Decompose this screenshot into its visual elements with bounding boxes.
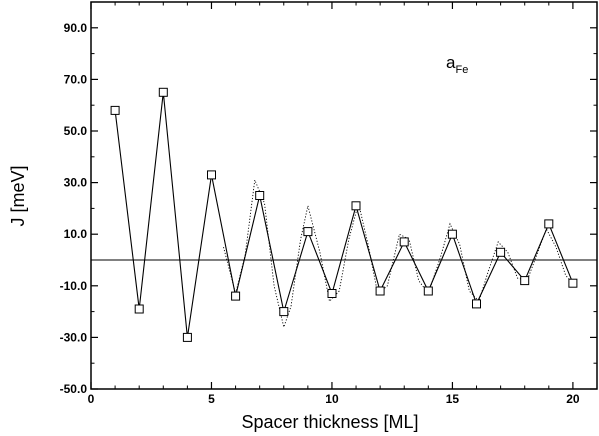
y-axis-title: J [meV] (8, 165, 28, 226)
x-tick-label: 10 (325, 392, 339, 406)
axis-ticks (90, 1, 598, 390)
x-tick-label: 15 (446, 392, 460, 406)
data-point (110, 105, 120, 115)
data-point (279, 307, 289, 317)
y-tick-label: 70.0 (64, 72, 88, 86)
plot-frame (90, 1, 598, 390)
data-point (496, 247, 506, 257)
data-point (255, 191, 265, 200)
series-line-dotted (223, 178, 574, 329)
y-tick-label: -30.0 (60, 330, 88, 344)
data-point (207, 170, 216, 180)
x-tick-label: 0 (88, 392, 95, 406)
data-point (303, 227, 313, 237)
x-axis-title: Spacer thickness [ML] (241, 412, 418, 432)
tick-labels: 0 5 10 15 20 90.0 70.0 50.0 30.0 10.0 -10.0 -30.0 -5… (60, 21, 580, 406)
data-point (375, 286, 385, 296)
annotation-label: aFe (446, 53, 468, 76)
data-point (158, 87, 168, 97)
data-point (182, 332, 192, 342)
annotation-subscript: Fe (455, 64, 468, 76)
series-line-solid (114, 92, 574, 338)
data-point (544, 219, 554, 229)
data-point (447, 229, 457, 239)
data-point (568, 278, 578, 288)
data-point (423, 286, 433, 296)
data-point (327, 289, 337, 298)
data-point (399, 237, 409, 247)
x-tick-label: 5 (208, 392, 215, 406)
data-point (134, 304, 144, 314)
data-point (351, 201, 361, 211)
data-point (472, 299, 481, 309)
data-point (520, 276, 530, 286)
y-tick-label: 50.0 (64, 124, 88, 138)
data-point (231, 291, 241, 301)
data-markers (110, 87, 578, 342)
y-tick-label: -50.0 (60, 382, 88, 396)
y-tick-label: 10.0 (64, 227, 88, 241)
y-tick-label: 90.0 (64, 21, 88, 35)
annotation-main: a (446, 53, 456, 72)
y-tick-label: 30.0 (64, 176, 88, 190)
x-tick-label: 20 (566, 392, 580, 406)
y-tick-label: -10.0 (60, 279, 88, 293)
